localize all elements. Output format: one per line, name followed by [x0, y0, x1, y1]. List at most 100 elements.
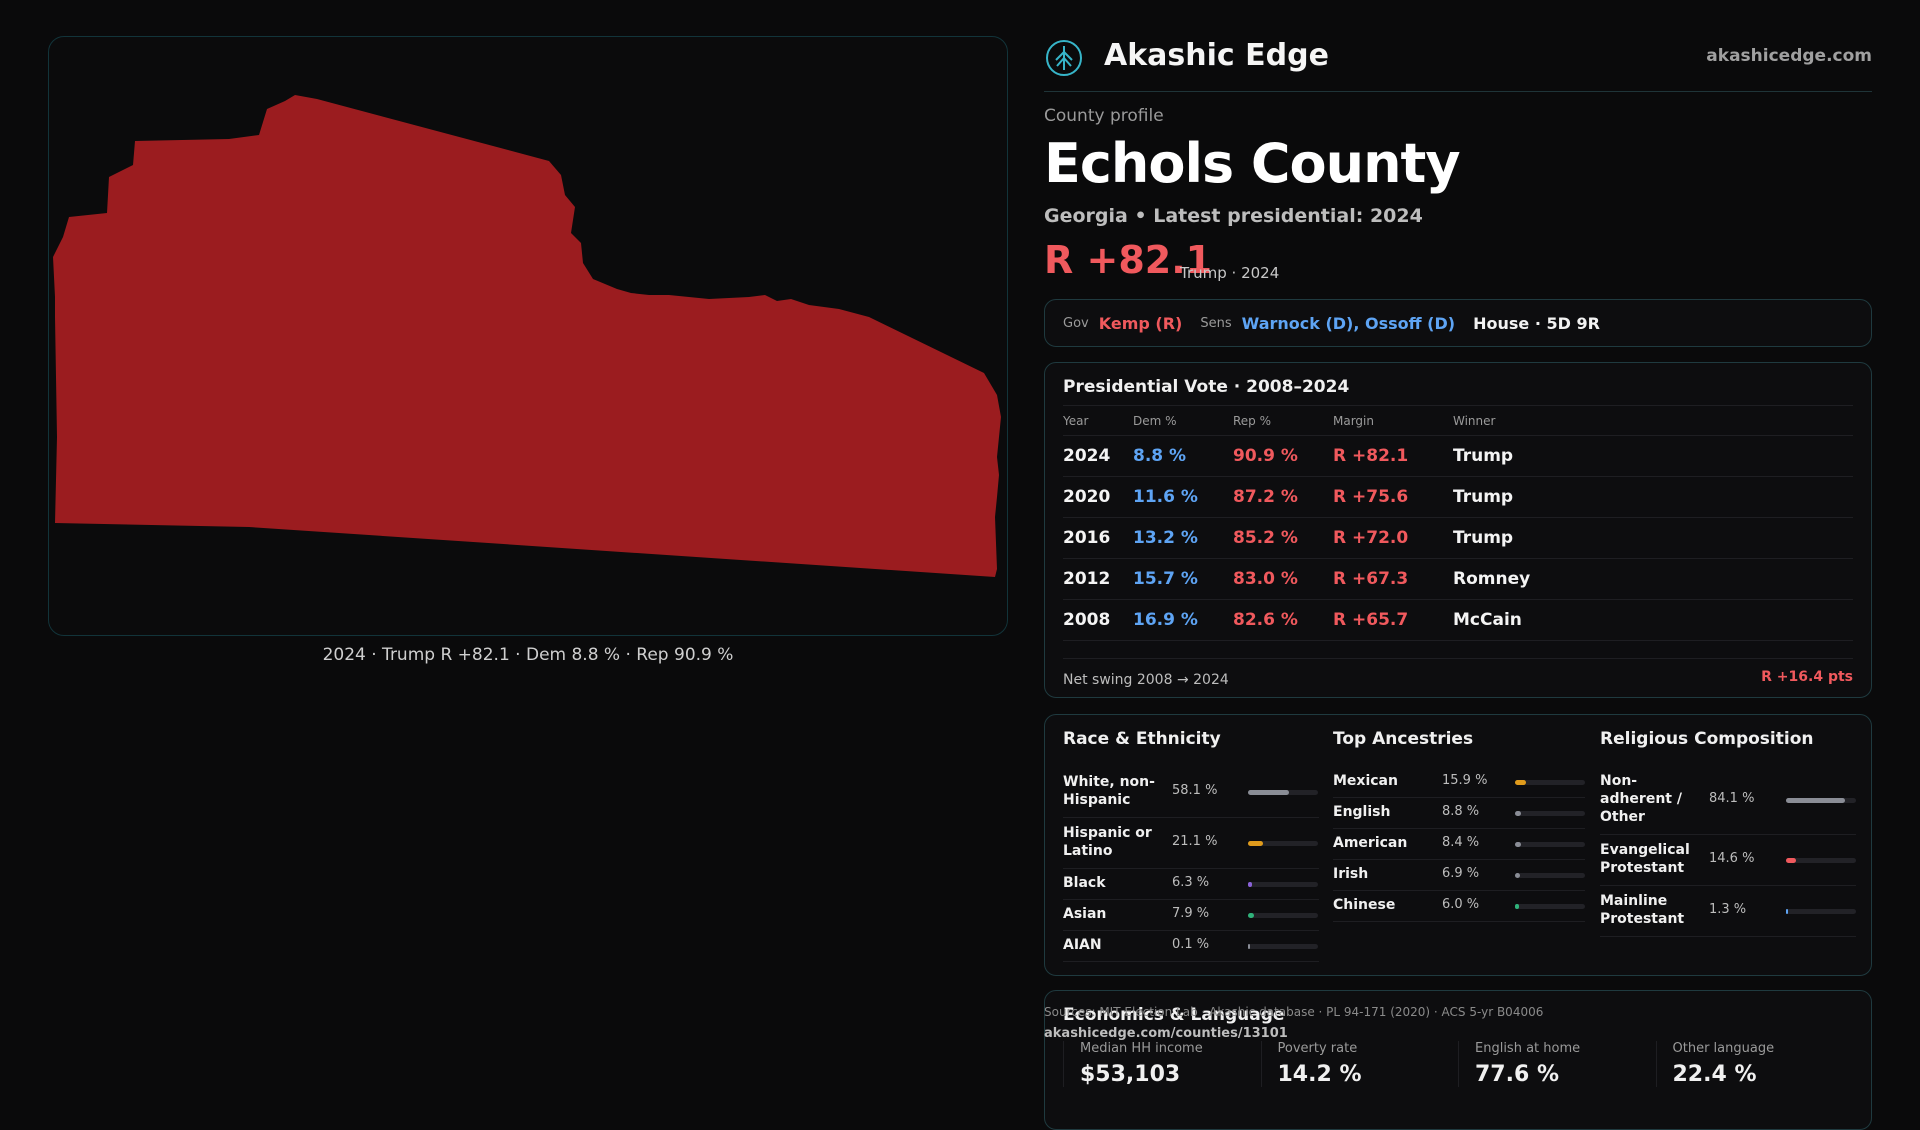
econ-cell: Other language 22.4 % [1655, 1041, 1854, 1087]
bar-row-label: Mexican [1333, 772, 1398, 789]
bar-row-value: 6.9 % [1442, 865, 1480, 881]
site-link[interactable]: akashicedge.com [1706, 46, 1872, 66]
demographics-card: Race & Ethnicity White, non-Hispanic 58.1… [1044, 714, 1872, 976]
bar-track [1248, 943, 1318, 949]
bar-track [1515, 903, 1585, 909]
bar-row: English 8.8 % [1333, 798, 1585, 829]
sens-label: Sens [1200, 315, 1232, 331]
col-rep: Rep % [1233, 405, 1333, 436]
ancestry-title: Top Ancestries [1333, 729, 1474, 749]
bar-row-value: 6.0 % [1442, 896, 1480, 912]
bar-fill [1515, 810, 1522, 816]
bar-row-label: Irish [1333, 865, 1369, 882]
econ-cell: Poverty rate 14.2 % [1260, 1041, 1459, 1087]
bar-row-value: 6.3 % [1172, 874, 1210, 890]
bar-row-label: White, non-Hispanic [1063, 773, 1155, 808]
bar-row: Evangelical Protestant 14.6 % [1600, 835, 1856, 886]
bar-track [1786, 857, 1856, 863]
bar-row: Mainline Protestant 1.3 % [1600, 886, 1856, 937]
bar-fill [1515, 872, 1520, 878]
bar-row: Hispanic or Latino 21.1 % [1063, 818, 1319, 869]
rep-cell: 82.6 % [1233, 599, 1333, 641]
econ-label: Median HH income [1080, 1041, 1203, 1056]
profile-panel: Akashic Edge akashicedge.com County prof… [1044, 0, 1872, 1130]
bar-row-label: Asian [1063, 905, 1107, 922]
bar-track [1248, 840, 1318, 846]
bar-row: American 8.4 % [1333, 829, 1585, 860]
bar-row-value: 0.1 % [1172, 936, 1210, 952]
bar-fill [1786, 908, 1788, 914]
county-map [53, 95, 1001, 577]
bar-row: Mexican 15.9 % [1333, 767, 1585, 798]
race-ethnicity-section: Race & Ethnicity White, non-Hispanic 58.1… [1063, 715, 1319, 977]
presidential-table: Year Dem % Rep % Margin Winner 2024 8.8 … [1063, 405, 1853, 641]
margin-cell: R +67.3 [1333, 558, 1453, 600]
bar-track [1248, 881, 1318, 887]
religion-title: Religious Composition [1600, 729, 1814, 749]
bar-row-value: 21.1 % [1172, 833, 1218, 849]
page-title: Echols County [1044, 132, 1461, 195]
brand-header: Akashic Edge akashicedge.com [1044, 34, 1872, 86]
bar-row-label: American [1333, 834, 1408, 851]
table-row: 2012 15.7 % 83.0 % R +67.3 Romney [1063, 558, 1853, 600]
latest-margin: R +82.1 [1044, 238, 1213, 282]
bar-row: Asian 7.9 % [1063, 900, 1319, 931]
table-row: 2008 16.9 % 82.6 % R +65.7 McCain [1063, 599, 1853, 641]
bar-fill [1248, 881, 1253, 887]
bar-track [1786, 798, 1856, 803]
bar-row: Black 6.3 % [1063, 869, 1319, 900]
county-map-panel [48, 36, 1008, 636]
bar-row-value: 1.3 % [1709, 901, 1747, 917]
county-shape[interactable] [53, 95, 1001, 577]
bar-row-value: 8.4 % [1442, 834, 1480, 850]
bar-fill [1248, 789, 1289, 795]
map-caption: 2024 · Trump R +82.1 · Dem 8.8 % · Rep 9… [322, 645, 734, 665]
margin-cell: R +65.7 [1333, 599, 1453, 641]
dem-cell: 16.9 % [1133, 599, 1233, 641]
rep-cell: 83.0 % [1233, 558, 1333, 600]
gov-label: Gov [1063, 315, 1089, 331]
profile-subtitle: Georgia • Latest presidential: 2024 [1044, 205, 1423, 227]
sources-note: Sources: MIT Election Lab · Akashic data… [1044, 1005, 1544, 1019]
econ-value: 22.4 % [1672, 1062, 1757, 1087]
dem-cell: 11.6 % [1133, 476, 1233, 518]
bar-track [1515, 872, 1585, 878]
rep-cell: 90.9 % [1233, 435, 1333, 477]
bar-track [1786, 908, 1856, 914]
bar-row: Non-adherent / Other 84.1 % [1600, 767, 1856, 835]
table-row: 2016 13.2 % 85.2 % R +72.0 Trump [1063, 517, 1853, 559]
economics-title: Economics & Language [1063, 1005, 1285, 1025]
bar-row-value: 8.8 % [1442, 803, 1480, 819]
bar-row-label: Black [1063, 874, 1106, 891]
winner-cell: Trump [1453, 517, 1853, 559]
bar-row-label: English [1333, 803, 1391, 820]
dem-cell: 8.8 % [1133, 435, 1233, 477]
religion-section: Religious Composition Non-adherent / Oth… [1600, 715, 1856, 977]
year-cell: 2020 [1063, 476, 1133, 518]
col-year: Year [1063, 405, 1133, 436]
dem-cell: 13.2 % [1133, 517, 1233, 559]
bar-row: White, non-Hispanic 58.1 % [1063, 767, 1319, 818]
bar-row-value: 58.1 % [1172, 782, 1218, 798]
officials-bar: Gov Kemp (R) Sens Warnock (D), Ossoff (D… [1044, 299, 1872, 347]
econ-value: $53,103 [1080, 1062, 1181, 1087]
winner-cell: McCain [1453, 599, 1853, 641]
net-swing-value: R +16.4 pts [1761, 669, 1853, 685]
bar-fill [1515, 779, 1527, 785]
year-cell: 2008 [1063, 599, 1133, 641]
econ-cell: Median HH income $53,103 [1063, 1041, 1261, 1087]
bar-fill [1248, 840, 1263, 846]
econ-value: 77.6 % [1475, 1062, 1559, 1087]
bar-row: AIAN 0.1 % [1063, 931, 1319, 962]
bar-track [1515, 779, 1585, 785]
source-url[interactable]: akashicedge.com/counties/13101 [1044, 1026, 1288, 1041]
bar-track [1248, 789, 1318, 795]
col-dem: Dem % [1133, 405, 1233, 436]
profile-eyebrow: County profile [1044, 106, 1164, 126]
econ-label: Other language [1672, 1041, 1775, 1056]
bar-fill [1786, 857, 1797, 863]
econ-value: 14.2 % [1277, 1062, 1362, 1087]
table-row: 2024 8.8 % 90.9 % R +82.1 Trump [1063, 435, 1853, 477]
senators: Warnock (D), Ossoff (D) [1241, 313, 1456, 333]
bar-fill [1248, 943, 1250, 949]
